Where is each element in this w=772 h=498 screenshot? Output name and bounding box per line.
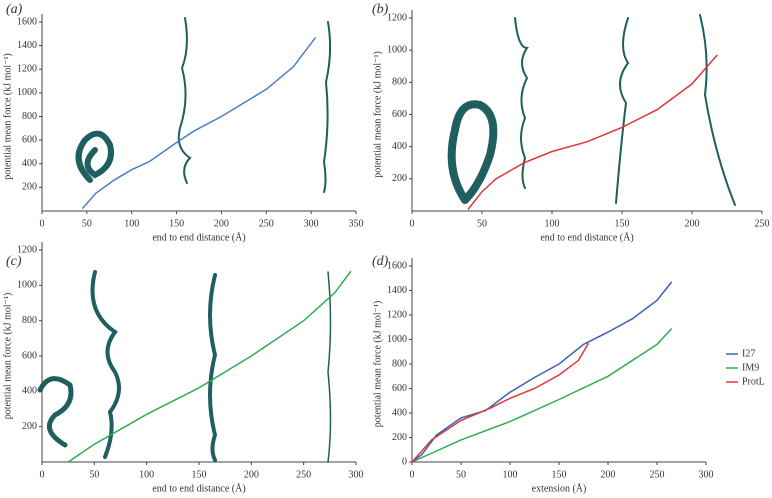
x-tick-label: 250 [650,469,665,480]
x-tick-label: 100 [124,218,139,229]
y-tick-label: 600 [22,134,37,145]
x-tick-label: 100 [503,469,518,480]
y-tick-label: 1000 [387,334,407,345]
y-axis-label: potential mean force (kJ mol⁻¹) [2,293,13,420]
y-tick-label: 0 [402,456,407,467]
y-tick-label: 200 [22,182,37,193]
x-tick-label: 50 [477,218,487,229]
x-tick-label: 300 [349,469,364,480]
x-tick-label: 0 [410,218,415,229]
data-line [81,36,317,210]
x-tick-label: 250 [755,218,770,229]
x-axis-label: end to end distance (Å) [152,482,245,494]
y-tick-label: 800 [392,358,407,369]
legend-label: I27 [742,348,755,359]
y-axis-label: potential mean force (kJ mol⁻¹) [2,53,13,180]
x-tick-label: 300 [699,469,714,480]
x-tick-label: 50 [456,469,466,480]
protein-structure [322,21,332,193]
x-tick-label: 150 [192,469,207,480]
y-tick-label: 800 [22,111,37,122]
x-tick-label: 250 [259,218,274,229]
x-tick-label: 150 [615,218,630,229]
x-tick-label: 150 [552,469,567,480]
y-tick-label: 1000 [17,280,37,291]
data-line [67,270,352,463]
y-tick-label: 1200 [17,64,37,75]
x-axis-label: end to end distance (Å) [540,231,633,243]
y-axis-label: potential mean force (kJ mol⁻¹) [372,51,383,178]
x-tick-label: 200 [214,218,229,229]
y-tick-label: 1600 [17,16,37,27]
panel-label: (b) [372,2,389,17]
y-tick-label: 400 [22,158,37,169]
y-tick-label: 200 [22,421,37,432]
y-tick-label: 1400 [17,40,37,51]
y-tick-label: 1000 [17,87,37,98]
x-tick-label: 50 [82,218,92,229]
protein-structure [90,270,121,459]
y-tick-label: 800 [392,77,407,88]
data-line [411,281,673,463]
y-tick-label: 800 [22,315,37,326]
x-tick-label: 0 [40,218,45,229]
y-axis-label: potential mean force (kJ mol⁻¹) [372,301,383,428]
legend-label: ProtL [742,376,765,387]
protein-structure [699,14,736,206]
x-tick-label: 200 [244,469,259,480]
y-tick-label: 400 [392,141,407,152]
y-tick-label: 600 [392,109,407,120]
y-tick-label: 1200 [387,12,407,23]
x-axis-label: end to end distance (Å) [152,231,245,243]
data-line [411,327,673,463]
x-tick-label: 0 [40,469,45,480]
protein-structure [177,17,192,184]
x-tick-label: 100 [545,218,560,229]
x-tick-label: 350 [349,218,364,229]
y-tick-label: 1200 [387,309,407,320]
y-tick-label: 1200 [17,244,37,255]
x-axis-label: extension (Å) [532,482,587,494]
y-tick-label: 600 [392,383,407,394]
x-tick-label: 200 [601,469,616,480]
protein-structure [75,130,114,183]
protein-illustrations [37,14,736,463]
x-tick-label: 200 [685,218,700,229]
y-tick-label: 1600 [387,260,407,271]
y-tick-label: 400 [392,407,407,418]
legend-label: IM9 [742,362,759,373]
data-line [411,342,590,463]
x-tick-label: 50 [89,469,99,480]
data-line [467,54,718,210]
y-tick-label: 200 [392,432,407,443]
x-tick-label: 100 [139,469,154,480]
y-tick-label: 1400 [387,285,407,296]
x-tick-label: 250 [296,469,311,480]
panel-label: (d) [372,254,389,269]
x-tick-label: 0 [410,469,415,480]
protein-structure [447,100,498,204]
protein-structure [37,376,74,448]
panel-label: (c) [6,254,22,269]
x-tick-label: 150 [169,218,184,229]
protein-structure [327,271,332,463]
panel-label: (a) [6,2,23,17]
protein-structure [615,17,630,204]
y-tick-label: 1000 [387,44,407,55]
protein-structure [208,273,218,462]
y-tick-label: 200 [392,173,407,184]
x-tick-label: 300 [304,218,319,229]
y-tick-label: 400 [22,386,37,397]
protein-structure [514,17,529,189]
y-tick-label: 600 [22,350,37,361]
